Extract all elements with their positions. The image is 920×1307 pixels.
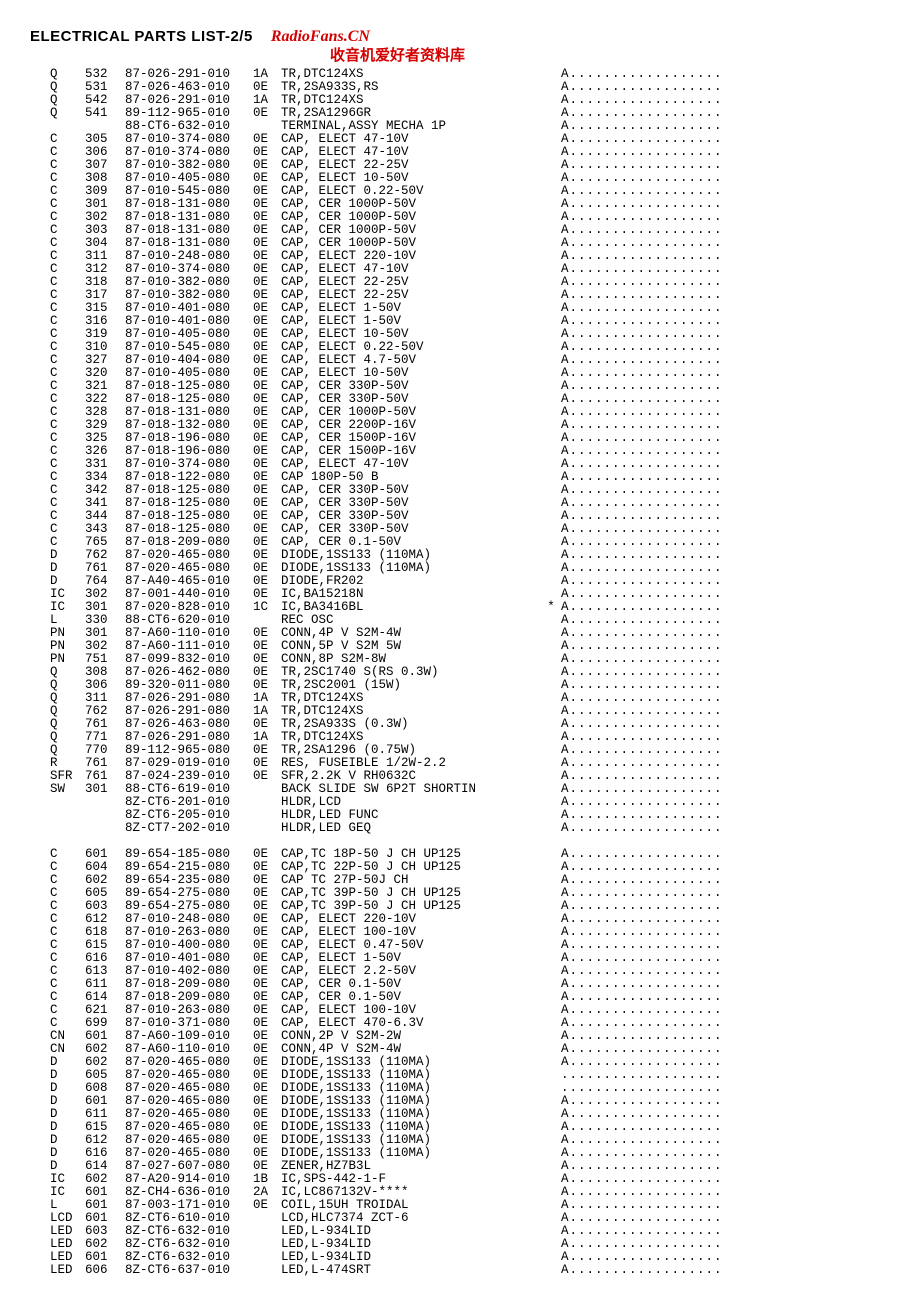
table-row: 8Z-CT7-202-010HLDR,LED GEQA.............… — [50, 822, 920, 835]
brand-link: RadioFans.CN — [271, 30, 370, 43]
parts-block-2: C60189-654-185-0800ECAP,TC 18P-50 J CH U… — [50, 848, 920, 1277]
brand-subtitle: 收音机爱好者资料库 — [330, 49, 920, 62]
page-title: ELECTRICAL PARTS LIST-2/5 — [30, 30, 253, 43]
parts-block-1: Q53287-026-291-0101ATR,DTC124XSA........… — [50, 68, 920, 835]
table-row: LED6068Z-CT6-637-010LED,L-474SRTA.......… — [50, 1264, 920, 1277]
page-header: ELECTRICAL PARTS LIST-2/5 RadioFans.CN — [30, 30, 920, 43]
parts-table: Q53287-026-291-0101ATR,DTC124XSA........… — [50, 68, 920, 1277]
